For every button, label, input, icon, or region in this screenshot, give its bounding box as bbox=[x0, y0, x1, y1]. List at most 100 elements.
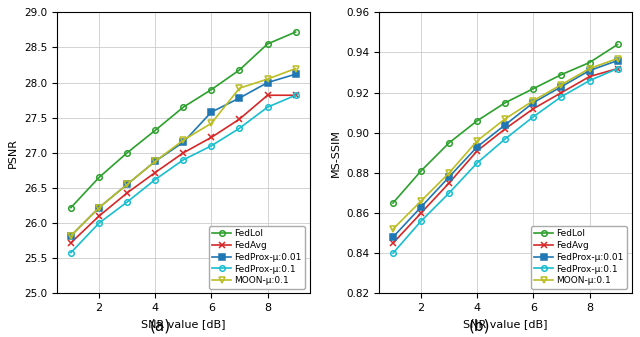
Line: FedProx-μ:0.01: FedProx-μ:0.01 bbox=[68, 71, 298, 239]
MOON-μ:0.1 bbox=[124, 182, 131, 186]
MOON-μ:0.1 bbox=[586, 66, 593, 70]
FedProx-μ:0.1 bbox=[151, 178, 159, 182]
FedProx-μ:0.01 bbox=[614, 59, 621, 63]
MOON-μ:0.1 bbox=[557, 83, 565, 87]
FedProx-μ:0.01 bbox=[292, 72, 300, 76]
FedProx-μ:0.1 bbox=[417, 219, 425, 223]
FedLoI bbox=[264, 42, 271, 46]
Line: FedAvg: FedAvg bbox=[390, 66, 620, 246]
FedProx-μ:0.01 bbox=[586, 68, 593, 72]
MOON-μ:0.1 bbox=[292, 66, 300, 70]
FedLoI bbox=[151, 128, 159, 132]
FedLoI bbox=[474, 119, 481, 123]
FedLoI bbox=[67, 206, 75, 210]
FedProx-μ:0.1 bbox=[614, 66, 621, 70]
FedProx-μ:0.01 bbox=[124, 182, 131, 186]
FedLoI bbox=[95, 176, 103, 180]
FedAvg bbox=[151, 171, 159, 175]
Line: FedProx-μ:0.1: FedProx-μ:0.1 bbox=[390, 66, 620, 256]
Y-axis label: PSNR: PSNR bbox=[8, 138, 19, 168]
FedAvg bbox=[614, 66, 621, 70]
FedProx-μ:0.1 bbox=[389, 251, 397, 255]
FedLoI bbox=[417, 169, 425, 173]
MOON-μ:0.1 bbox=[179, 138, 187, 142]
Line: MOON-μ:0.1: MOON-μ:0.1 bbox=[390, 56, 620, 232]
Y-axis label: MS-SSIM: MS-SSIM bbox=[330, 129, 340, 177]
FedProx-μ:0.1 bbox=[501, 137, 509, 141]
Text: (a): (a) bbox=[149, 318, 171, 334]
FedAvg bbox=[445, 181, 453, 185]
FedLoI bbox=[557, 72, 565, 76]
Line: FedProx-μ:0.1: FedProx-μ:0.1 bbox=[68, 92, 298, 255]
FedProx-μ:0.1 bbox=[124, 200, 131, 204]
FedProx-μ:0.1 bbox=[445, 191, 453, 195]
MOON-μ:0.1 bbox=[95, 206, 103, 210]
FedProx-μ:0.01 bbox=[474, 145, 481, 149]
FedAvg bbox=[417, 211, 425, 215]
FedProx-μ:0.01 bbox=[389, 235, 397, 239]
MOON-μ:0.1 bbox=[417, 199, 425, 203]
FedAvg bbox=[529, 107, 537, 111]
FedProx-μ:0.1 bbox=[179, 158, 187, 162]
FedLoI bbox=[501, 101, 509, 105]
FedAvg bbox=[557, 91, 565, 95]
FedProx-μ:0.01 bbox=[501, 123, 509, 127]
MOON-μ:0.1 bbox=[614, 57, 621, 61]
FedLoI bbox=[292, 30, 300, 34]
FedAvg bbox=[474, 149, 481, 153]
FedAvg bbox=[586, 74, 593, 79]
FedAvg bbox=[207, 135, 215, 140]
FedAvg bbox=[389, 241, 397, 245]
FedProx-μ:0.01 bbox=[179, 140, 187, 144]
FedAvg bbox=[501, 127, 509, 131]
FedAvg bbox=[179, 151, 187, 155]
Legend: FedLoI, FedAvg, FedProx-μ:0.01, FedProx-μ:0.1, MOON-μ:0.1: FedLoI, FedAvg, FedProx-μ:0.01, FedProx-… bbox=[209, 226, 305, 289]
MOON-μ:0.1 bbox=[207, 121, 215, 125]
Line: FedAvg: FedAvg bbox=[68, 92, 298, 246]
FedLoI bbox=[614, 42, 621, 47]
FedProx-μ:0.1 bbox=[95, 221, 103, 225]
FedProx-μ:0.01 bbox=[264, 81, 271, 85]
FedAvg bbox=[67, 241, 75, 245]
MOON-μ:0.1 bbox=[67, 234, 75, 238]
FedProx-μ:0.01 bbox=[67, 234, 75, 238]
Text: (b): (b) bbox=[469, 318, 491, 334]
Line: FedProx-μ:0.01: FedProx-μ:0.01 bbox=[390, 58, 620, 240]
FedProx-μ:0.01 bbox=[417, 205, 425, 209]
MOON-μ:0.1 bbox=[529, 99, 537, 103]
FedAvg bbox=[95, 214, 103, 218]
FedProx-μ:0.01 bbox=[151, 159, 159, 163]
FedLoI bbox=[207, 88, 215, 92]
MOON-μ:0.1 bbox=[389, 227, 397, 231]
MOON-μ:0.1 bbox=[501, 117, 509, 121]
FedProx-μ:0.1 bbox=[586, 79, 593, 83]
FedProx-μ:0.1 bbox=[557, 95, 565, 99]
Legend: FedLoI, FedAvg, FedProx-μ:0.01, FedProx-μ:0.1, MOON-μ:0.1: FedLoI, FedAvg, FedProx-μ:0.01, FedProx-… bbox=[531, 226, 627, 289]
FedLoI bbox=[179, 105, 187, 109]
Line: MOON-μ:0.1: MOON-μ:0.1 bbox=[68, 66, 298, 239]
FedProx-μ:0.01 bbox=[207, 110, 215, 114]
FedAvg bbox=[264, 93, 271, 97]
FedProx-μ:0.1 bbox=[292, 93, 300, 97]
MOON-μ:0.1 bbox=[151, 159, 159, 163]
MOON-μ:0.1 bbox=[264, 77, 271, 81]
X-axis label: SNR value [dB]: SNR value [dB] bbox=[141, 319, 225, 329]
FedProx-μ:0.1 bbox=[264, 105, 271, 109]
FedAvg bbox=[236, 117, 243, 121]
FedProx-μ:0.01 bbox=[445, 175, 453, 179]
FedProx-μ:0.01 bbox=[236, 96, 243, 100]
FedAvg bbox=[124, 191, 131, 195]
FedLoI bbox=[445, 141, 453, 145]
X-axis label: SNR value [dB]: SNR value [dB] bbox=[463, 319, 548, 329]
Line: FedLoI: FedLoI bbox=[68, 29, 298, 210]
Line: FedLoI: FedLoI bbox=[390, 42, 620, 206]
FedProx-μ:0.1 bbox=[236, 126, 243, 130]
MOON-μ:0.1 bbox=[236, 86, 243, 90]
MOON-μ:0.1 bbox=[445, 171, 453, 175]
FedProx-μ:0.01 bbox=[529, 101, 537, 105]
FedProx-μ:0.01 bbox=[557, 85, 565, 89]
FedProx-μ:0.1 bbox=[474, 161, 481, 165]
FedLoI bbox=[389, 201, 397, 205]
FedAvg bbox=[292, 93, 300, 97]
FedLoI bbox=[586, 61, 593, 65]
